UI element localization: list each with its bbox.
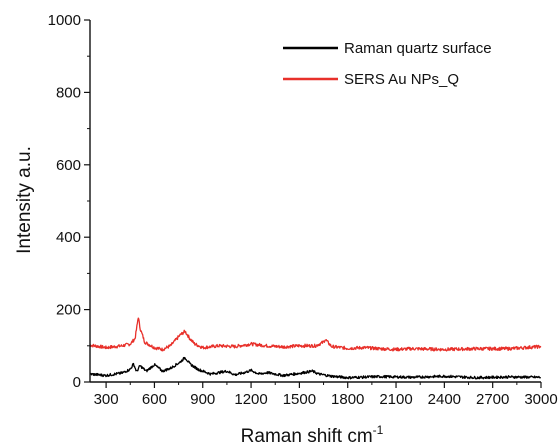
series-line-0: [89, 356, 542, 380]
y-axis-title: Intensity a.u.: [14, 146, 35, 254]
y-tick-label-800: 800: [56, 84, 81, 101]
y-tick-label-0: 0: [73, 374, 81, 391]
y-tick-label-1000: 1000: [48, 12, 81, 29]
axes: [89, 20, 541, 383]
x-tick-label-2400: 2400: [428, 391, 461, 408]
x-tick-label-600: 600: [142, 391, 167, 408]
tick-marks: 0 200 400 600 800 1000 300 600 900 1200 1500 1800 21…: [48, 12, 558, 408]
x-tick-label-2700: 2700: [476, 391, 509, 408]
legend-label-0: Raman quartz surface: [344, 40, 492, 57]
x-tick-label-2100: 2100: [379, 391, 412, 408]
y-tick-label-200: 200: [56, 302, 81, 319]
legend-label-1: SERS Au NPs_Q: [344, 71, 459, 88]
x-tick-label-900: 900: [190, 391, 215, 408]
series-line-1: [89, 317, 542, 352]
legend: Raman quartz surface SERS Au NPs_Q: [283, 40, 492, 88]
x-tick-label-1200: 1200: [234, 391, 267, 408]
y-tick-label-400: 400: [56, 229, 81, 246]
x-tick-label-1800: 1800: [331, 391, 364, 408]
y-tick-label-600: 600: [56, 157, 81, 174]
x-axis-title-text: Raman shift cm: [241, 426, 373, 447]
x-axis-title: Raman shift cm-1: [241, 423, 384, 447]
x-axis-title-superscript: -1: [373, 423, 384, 437]
x-tick-label-300: 300: [94, 391, 119, 408]
series-lines: [89, 317, 542, 380]
x-tick-label-1500: 1500: [283, 391, 316, 408]
x-tick-label-3000: 3000: [524, 391, 557, 408]
